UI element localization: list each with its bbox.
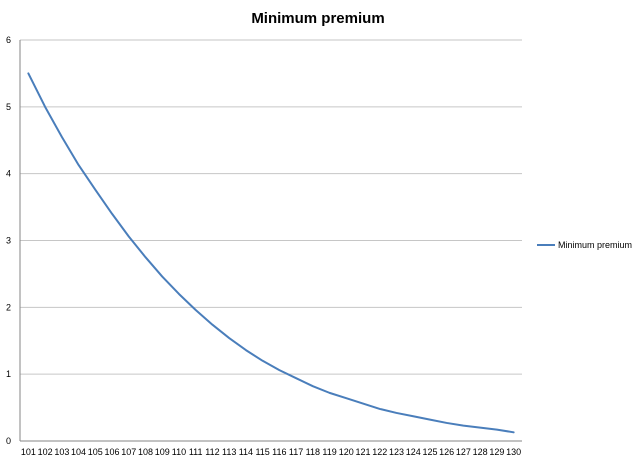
y-tick-label: 5 — [6, 102, 11, 112]
x-tick-label: 129 — [489, 447, 504, 457]
x-tick-label: 121 — [356, 447, 371, 457]
y-tick-label: 0 — [6, 436, 11, 446]
x-tick-label: 101 — [21, 447, 36, 457]
x-tick-label: 110 — [172, 447, 186, 457]
y-tick-label: 6 — [6, 35, 11, 45]
x-tick-label: 119 — [322, 447, 336, 457]
x-tick-label: 116 — [272, 447, 286, 457]
x-tick-label: 115 — [255, 447, 269, 457]
x-tick-label: 118 — [306, 447, 320, 457]
legend: Minimum premium — [537, 240, 632, 250]
y-tick-label: 4 — [6, 169, 11, 179]
chart-title: Minimum premium — [251, 10, 384, 27]
x-tick-label: 102 — [38, 447, 53, 457]
x-tick-label: 107 — [121, 447, 136, 457]
x-tick-label: 109 — [155, 447, 170, 457]
x-tick-label: 126 — [439, 447, 454, 457]
x-tick-label: 104 — [71, 447, 86, 457]
series-lines — [27, 72, 515, 434]
x-tick-label: 113 — [222, 447, 236, 457]
y-tick-label: 2 — [6, 302, 11, 312]
x-tick-label: 108 — [138, 447, 153, 457]
x-tick-label: 112 — [205, 447, 219, 457]
x-tick-label: 120 — [339, 447, 354, 457]
series-line-minimum-premium — [27, 72, 515, 434]
y-tick-label: 3 — [6, 236, 11, 246]
legend-label-minimum-premium: Minimum premium — [558, 240, 632, 250]
x-tick-label: 123 — [389, 447, 404, 457]
x-tick-label: 124 — [406, 447, 421, 457]
x-tick-label: 105 — [88, 447, 103, 457]
x-tick-label: 122 — [372, 447, 387, 457]
x-tick-label: 130 — [506, 447, 521, 457]
x-tick-label: 106 — [105, 447, 120, 457]
x-tick-label: 111 — [189, 447, 203, 457]
y-tick-label: 1 — [6, 369, 11, 379]
gridlines — [20, 39, 522, 375]
axes — [19, 40, 522, 442]
x-tick-label: 117 — [289, 447, 303, 457]
x-tick-label: 128 — [473, 447, 488, 457]
x-tick-label: 114 — [239, 447, 253, 457]
x-tick-label: 103 — [54, 447, 69, 457]
x-tick-label: 125 — [422, 447, 437, 457]
y-axis-tick-labels: 0 1 2 3 4 5 6 — [6, 35, 11, 446]
x-axis-tick-labels: 101 102 103 104 105 106 107 108 109 110 111 112 113 1… — [21, 447, 521, 457]
x-tick-label: 127 — [456, 447, 471, 457]
